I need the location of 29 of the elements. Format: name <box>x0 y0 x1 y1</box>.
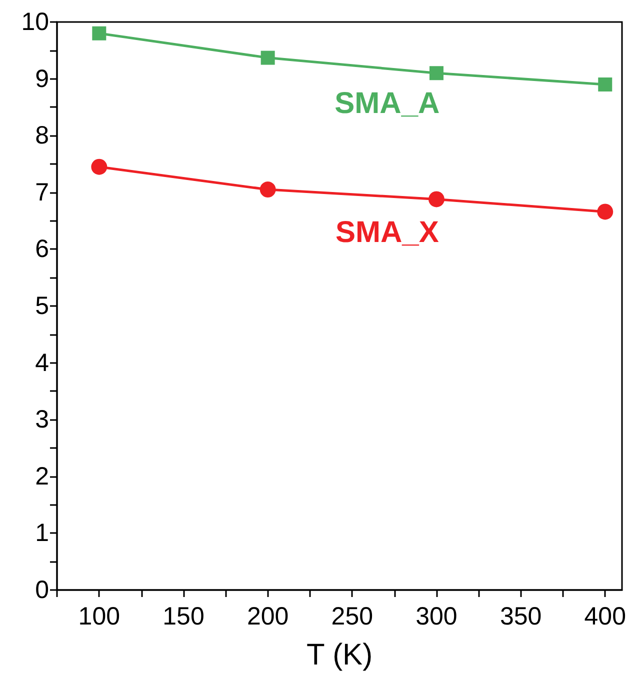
y-tick-label: 9 <box>35 64 49 93</box>
x-tick-label: 100 <box>78 602 120 630</box>
y-tick-label: 7 <box>35 178 49 206</box>
x-tick-label: 150 <box>162 602 204 630</box>
y-tick-label: 6 <box>35 235 49 264</box>
y-tick-label: 5 <box>35 292 49 320</box>
series-label: SMA_X <box>335 216 439 249</box>
point <box>598 77 612 92</box>
y-tick-label: 10 <box>21 8 49 36</box>
point <box>92 26 106 40</box>
y-tick-label: 3 <box>35 406 49 434</box>
x-tick-label: 350 <box>500 602 542 630</box>
x-tick-label: 400 <box>584 602 626 630</box>
point <box>260 50 275 65</box>
y-tick-label: 0 <box>35 576 49 604</box>
x-tick-label: 200 <box>246 602 289 630</box>
point <box>597 204 614 220</box>
point <box>428 191 444 208</box>
point <box>429 66 444 80</box>
y-tick-label: 1 <box>35 519 49 548</box>
x-tick-label: 250 <box>331 602 374 630</box>
y-tick-label: 2 <box>35 462 49 490</box>
x-axis-title: T (K) <box>306 638 373 672</box>
point <box>91 158 108 175</box>
x-tick-label: 300 <box>416 602 458 630</box>
y-tick-label: 8 <box>35 122 49 150</box>
y-tick-label: 4 <box>35 348 50 377</box>
series-label: SMA_A <box>334 86 440 120</box>
point <box>260 182 276 198</box>
